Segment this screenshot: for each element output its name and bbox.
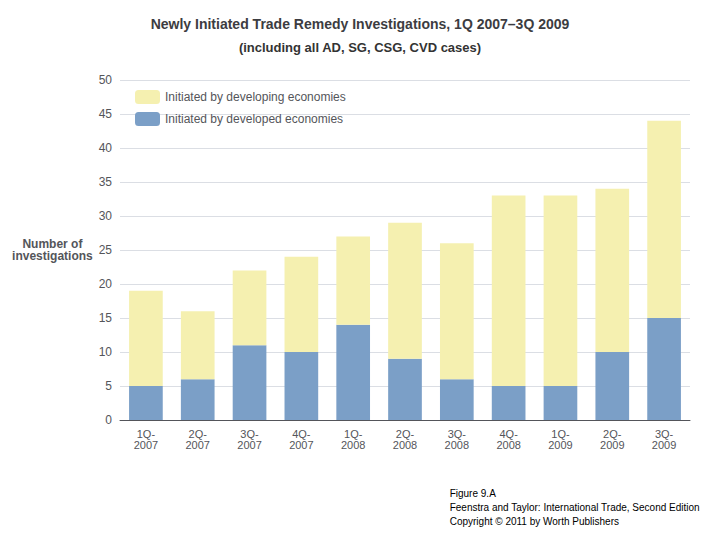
svg-text:2007: 2007 — [237, 439, 261, 451]
svg-text:35: 35 — [99, 175, 113, 189]
svg-text:5: 5 — [105, 379, 112, 393]
svg-text:Figure 9.A: Figure 9.A — [450, 488, 496, 499]
svg-text:Initiated by developing econom: Initiated by developing economies — [165, 90, 346, 104]
svg-text:50: 50 — [99, 73, 113, 87]
svg-text:2Q-: 2Q- — [395, 427, 415, 440]
svg-text:25: 25 — [99, 243, 113, 257]
svg-text:10: 10 — [99, 345, 113, 359]
svg-text:4Q-: 4Q- — [499, 427, 518, 440]
svg-text:20: 20 — [99, 277, 113, 291]
svg-text:1Q-: 1Q- — [344, 427, 363, 440]
svg-text:40: 40 — [99, 141, 113, 155]
svg-text:2008: 2008 — [341, 439, 365, 451]
svg-text:Initiated by developed economi: Initiated by developed economies — [165, 112, 343, 126]
svg-text:15: 15 — [99, 311, 113, 325]
svg-text:2Q-: 2Q- — [188, 427, 207, 440]
svg-text:2008: 2008 — [496, 439, 520, 451]
svg-text:2009: 2009 — [600, 439, 624, 451]
svg-text:2007: 2007 — [134, 439, 158, 451]
svg-text:Feenstra and Taylor: Internati: Feenstra and Taylor: International Trade… — [450, 502, 700, 513]
svg-text:3Q-: 3Q- — [654, 427, 674, 440]
svg-text:2007: 2007 — [289, 439, 313, 451]
svg-text:2007: 2007 — [185, 439, 209, 451]
svg-text:(including all AD, SG, CSG, CV: (including all AD, SG, CSG, CVD cases) — [239, 40, 481, 55]
svg-text:4Q-: 4Q- — [292, 427, 311, 440]
svg-text:1Q-: 1Q- — [136, 427, 156, 440]
svg-text:3Q-: 3Q- — [240, 427, 259, 440]
svg-text:0: 0 — [105, 413, 112, 427]
svg-text:30: 30 — [99, 209, 113, 223]
svg-text:investigations: investigations — [12, 249, 93, 263]
svg-text:2009: 2009 — [548, 439, 572, 451]
svg-text:Newly Initiated Trade Remedy I: Newly Initiated Trade Remedy Investigati… — [151, 16, 570, 32]
svg-text:2009: 2009 — [652, 439, 676, 451]
svg-text:1Q-: 1Q- — [551, 427, 570, 440]
svg-text:Number of: Number of — [22, 237, 83, 251]
svg-text:45: 45 — [99, 107, 113, 121]
svg-text:2008: 2008 — [393, 439, 417, 451]
svg-text:3Q-: 3Q- — [447, 427, 466, 440]
svg-text:Copyright © 2011 by Worth Publ: Copyright © 2011 by Worth Publishers — [450, 516, 619, 527]
svg-text:2Q-: 2Q- — [603, 427, 622, 440]
svg-text:2008: 2008 — [445, 439, 469, 451]
